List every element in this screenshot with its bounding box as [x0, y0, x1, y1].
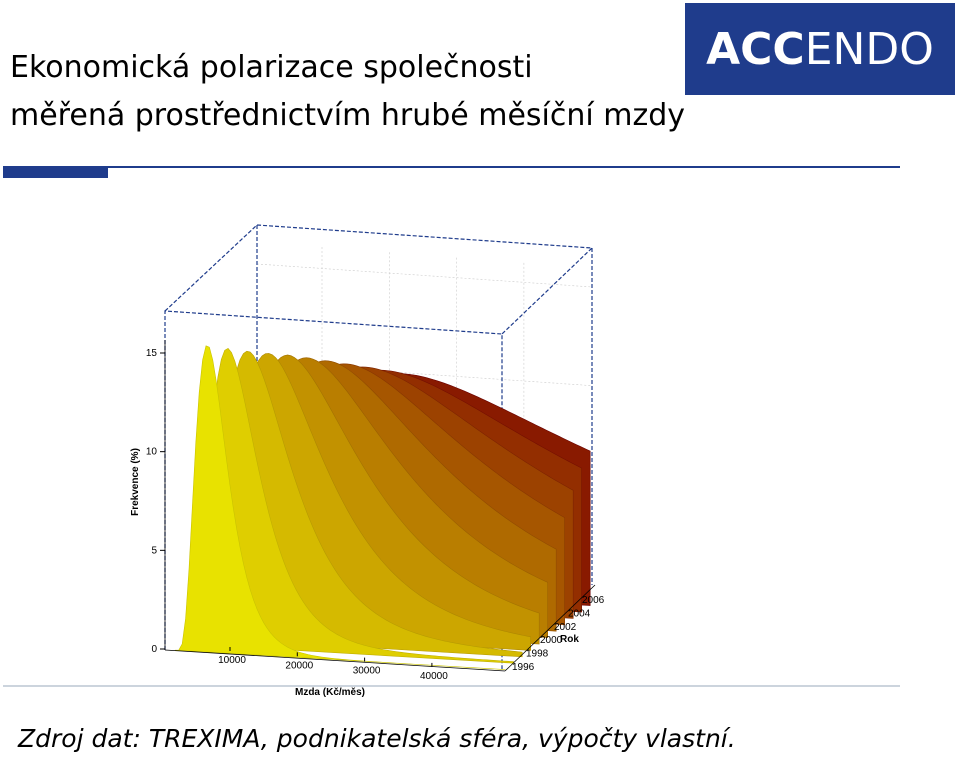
- y-tick-label: 0: [151, 644, 157, 655]
- y-tick-label: 15: [146, 348, 158, 359]
- z-tick-label: 2000: [540, 635, 563, 646]
- y-tick-label: 5: [151, 545, 157, 556]
- z-tick-label: 1996: [512, 662, 535, 673]
- logo: ACC ENDO: [685, 3, 955, 95]
- z-tick-label: 2004: [568, 608, 591, 619]
- title-line: Ekonomická polarizace společnosti: [10, 50, 533, 85]
- y-tick-label: 10: [146, 447, 158, 458]
- logo-rest: ENDO: [804, 23, 934, 75]
- x-tick-label: 20000: [285, 660, 313, 671]
- z-tick-label: 2002: [554, 622, 577, 633]
- source: Zdroj dat: TREXIMA, podnikatelská sféra,…: [18, 724, 736, 753]
- logo-bold: ACC: [706, 23, 805, 75]
- x-tick-label: 10000: [218, 655, 246, 666]
- y-axis-label: Frekvence (%): [130, 448, 141, 516]
- z-axis: [504, 584, 596, 672]
- chart: Frekvence (%) Mzda (Kč/měs) Rok 0 5 10 15 10…: [3, 166, 900, 698]
- z-tick-label: 1998: [526, 649, 549, 660]
- title-line: měřená prostřednictvím hrubé měsíční mzd…: [10, 98, 686, 133]
- surface: [175, 345, 591, 670]
- accent-bar: [3, 166, 108, 178]
- x-tick-label: 30000: [353, 666, 381, 677]
- z-axis-label: Rok: [560, 634, 579, 645]
- x-tick-label: 40000: [420, 671, 448, 682]
- ribbon: [175, 345, 506, 670]
- ribbon: [183, 348, 515, 664]
- x-axis: [164, 649, 506, 672]
- grid-line: [256, 263, 593, 288]
- x-axis-label: Mzda (Kč/měs): [295, 687, 365, 698]
- z-tick-label: 2006: [582, 595, 605, 606]
